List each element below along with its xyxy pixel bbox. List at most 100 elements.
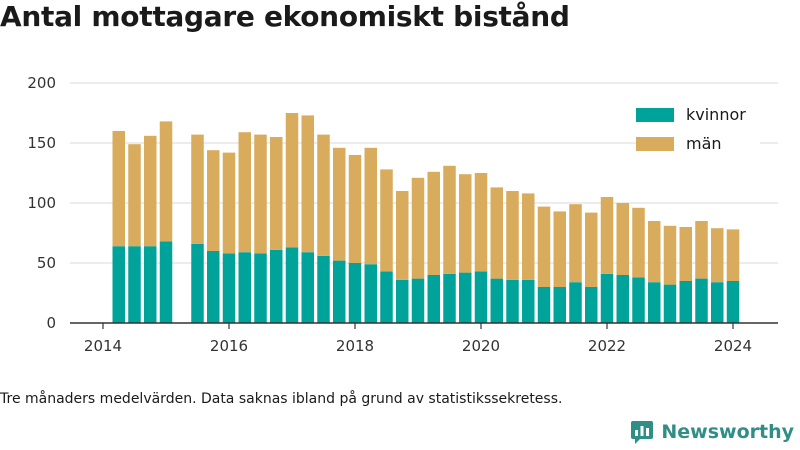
bar-man bbox=[301, 115, 314, 253]
bar-man bbox=[663, 225, 677, 285]
bar-kvinnor bbox=[726, 281, 740, 323]
bar-man bbox=[474, 173, 488, 272]
bar-man bbox=[396, 191, 409, 280]
bar-kvinnor bbox=[159, 241, 173, 323]
bar-kvinnor bbox=[648, 282, 661, 323]
bar-man bbox=[537, 206, 551, 287]
bar-kvinnor bbox=[348, 263, 362, 323]
bar-man bbox=[270, 137, 283, 250]
bar-kvinnor bbox=[600, 273, 614, 323]
bar-man bbox=[333, 147, 346, 261]
bar-kvinnor bbox=[254, 253, 267, 323]
x-tick-label: 2022 bbox=[588, 337, 626, 355]
legend-swatch-man bbox=[636, 136, 674, 151]
bar-kvinnor bbox=[711, 282, 724, 323]
brand-name: Newsworthy bbox=[661, 421, 794, 443]
bar-kvinnor bbox=[238, 252, 251, 323]
bar-kvinnor bbox=[569, 282, 582, 323]
bar-kvinnor bbox=[553, 287, 566, 323]
y-tick-label: 150 bbox=[27, 134, 56, 152]
bar-man bbox=[506, 191, 519, 280]
bar-man bbox=[522, 193, 535, 280]
bar-man bbox=[585, 212, 598, 287]
bar-man bbox=[222, 152, 236, 254]
bar-man bbox=[144, 135, 157, 247]
bar-man bbox=[238, 132, 251, 253]
bar-man bbox=[254, 134, 267, 254]
bar-man bbox=[443, 165, 456, 274]
bar-man bbox=[317, 134, 330, 256]
bar-man bbox=[380, 169, 393, 272]
bar-kvinnor bbox=[144, 246, 157, 323]
brand-logo: Newsworthy bbox=[630, 419, 794, 445]
x-tick-label: 2024 bbox=[714, 337, 752, 355]
y-tick-label: 100 bbox=[27, 194, 56, 212]
legend-swatch-kvinnor bbox=[636, 107, 674, 122]
y-tick-label: 200 bbox=[27, 74, 56, 92]
bar-kvinnor bbox=[663, 284, 677, 323]
bar-man bbox=[553, 211, 566, 287]
bar-man bbox=[490, 187, 503, 279]
bar-man bbox=[159, 121, 173, 242]
bar-kvinnor bbox=[333, 260, 346, 323]
bar-kvinnor bbox=[695, 278, 708, 323]
newsworthy-icon bbox=[631, 421, 654, 444]
legend-label-man: män bbox=[686, 134, 722, 153]
bar-man bbox=[128, 144, 141, 247]
bar-kvinnor bbox=[427, 275, 440, 323]
bar-man bbox=[112, 131, 125, 247]
bar-kvinnor bbox=[522, 279, 535, 323]
bar-kvinnor bbox=[679, 281, 692, 323]
bar-man bbox=[711, 228, 724, 283]
x-tick-label: 2016 bbox=[210, 337, 248, 355]
bar-kvinnor bbox=[443, 273, 456, 323]
bar-man bbox=[348, 155, 362, 263]
bar-kvinnor bbox=[380, 271, 393, 323]
bar-kvinnor bbox=[301, 252, 314, 323]
bar-kvinnor bbox=[285, 247, 299, 323]
x-tick-label: 2020 bbox=[462, 337, 500, 355]
bar-series bbox=[112, 113, 740, 323]
bar-man bbox=[459, 174, 472, 273]
bar-kvinnor bbox=[585, 287, 598, 323]
bar-kvinnor bbox=[270, 249, 283, 323]
bar-kvinnor bbox=[537, 287, 551, 323]
bar-man bbox=[411, 177, 425, 279]
bar-man bbox=[600, 197, 614, 274]
bar-kvinnor bbox=[364, 264, 377, 323]
bar-kvinnor bbox=[317, 255, 330, 323]
bar-kvinnor bbox=[222, 253, 236, 323]
y-tick-label: 0 bbox=[46, 314, 56, 332]
bar-man bbox=[364, 147, 377, 265]
bar-kvinnor bbox=[474, 271, 488, 323]
legend: kvinnor män bbox=[636, 96, 760, 162]
bar-kvinnor bbox=[506, 279, 519, 323]
bar-kvinnor bbox=[191, 243, 204, 323]
x-tick-label: 2014 bbox=[84, 337, 122, 355]
bar-man bbox=[632, 207, 645, 278]
x-tick-label: 2018 bbox=[336, 337, 374, 355]
chart-title: Antal mottagare ekonomiskt bistånd bbox=[0, 0, 570, 33]
axes: 0 50 100 150 200 2014 2016 2018 2020 2022 2024 bbox=[27, 74, 778, 355]
bar-kvinnor bbox=[459, 272, 472, 323]
bar-kvinnor bbox=[616, 275, 629, 323]
bar-man bbox=[285, 113, 299, 248]
bar-kvinnor bbox=[112, 246, 125, 323]
bar-man bbox=[695, 221, 708, 279]
bar-man bbox=[191, 134, 204, 244]
bar-man bbox=[726, 229, 740, 281]
bar-kvinnor bbox=[490, 278, 503, 323]
bar-kvinnor bbox=[396, 279, 409, 323]
bar-kvinnor bbox=[632, 277, 645, 323]
legend-item-man: män bbox=[636, 129, 746, 158]
bar-man bbox=[679, 227, 692, 281]
bar-kvinnor bbox=[128, 246, 141, 323]
bar-kvinnor bbox=[207, 251, 220, 323]
bar-man bbox=[207, 150, 220, 251]
bar-man bbox=[569, 204, 582, 283]
bar-man bbox=[427, 171, 440, 275]
bar-man bbox=[648, 221, 661, 283]
footnote: Tre månaders medelvärden. Data saknas ib… bbox=[0, 391, 563, 407]
bar-man bbox=[616, 203, 629, 275]
